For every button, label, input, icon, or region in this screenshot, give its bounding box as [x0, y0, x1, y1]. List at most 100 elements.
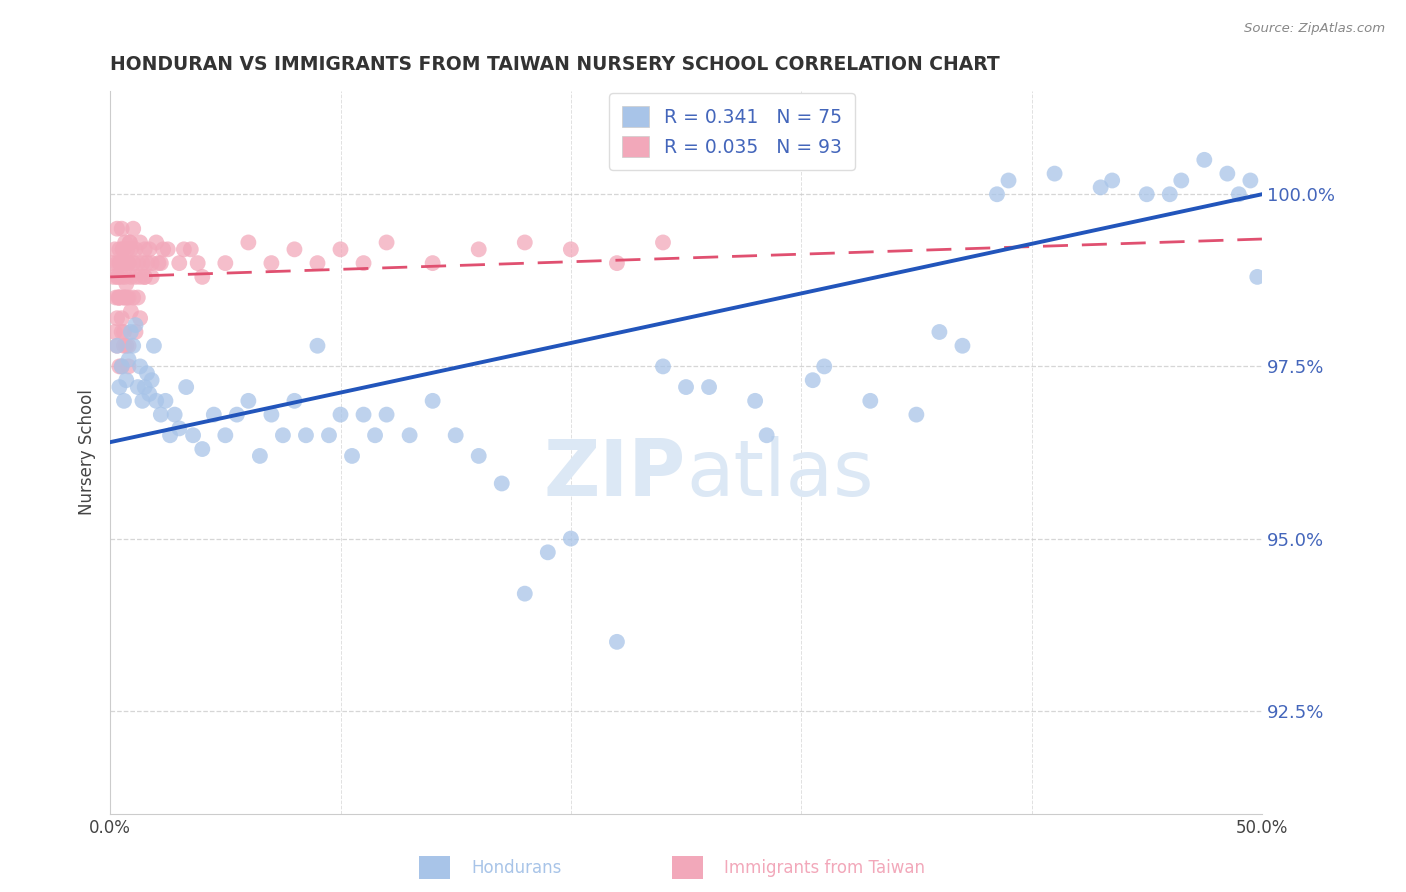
Point: [260, 408, 283, 422]
Point: [117, 359, 139, 374]
Point: [149, 256, 172, 270]
Point: [353, 256, 375, 270]
Point: [122, 221, 145, 235]
Point: [191, 269, 214, 284]
Point: [329, 408, 352, 422]
Text: Source: ZipAtlas.com: Source: ZipAtlas.com: [1244, 22, 1385, 36]
Point: [112, 291, 135, 305]
Point: [329, 243, 352, 257]
Point: [513, 587, 536, 601]
Point: [422, 256, 444, 270]
Point: [120, 243, 142, 257]
Point: [1194, 153, 1216, 167]
Point: [127, 291, 149, 305]
Point: [1170, 173, 1192, 187]
Point: [145, 393, 167, 408]
Point: [112, 256, 135, 270]
Point: [105, 311, 128, 326]
Point: [124, 269, 146, 284]
Point: [181, 428, 204, 442]
Point: [127, 380, 149, 394]
Point: [138, 243, 160, 257]
Point: [214, 256, 236, 270]
Point: [108, 291, 131, 305]
Point: [152, 243, 174, 257]
Point: [105, 339, 128, 353]
Point: [202, 408, 225, 422]
Point: [191, 442, 214, 456]
Point: [606, 256, 628, 270]
Point: [214, 428, 236, 442]
Point: [124, 318, 146, 332]
Legend: R = 0.341   N = 75, R = 0.035   N = 93: R = 0.341 N = 75, R = 0.035 N = 93: [609, 93, 855, 169]
Point: [375, 408, 398, 422]
Point: [801, 373, 824, 387]
Point: [159, 428, 181, 442]
Point: [124, 325, 146, 339]
Text: ZIP: ZIP: [544, 436, 686, 512]
Point: [108, 243, 131, 257]
Point: [295, 428, 318, 442]
Point: [813, 359, 835, 374]
Point: [114, 269, 136, 284]
Point: [107, 291, 129, 305]
Point: [115, 277, 138, 291]
Point: [112, 291, 135, 305]
Point: [108, 380, 131, 394]
Point: [120, 269, 142, 284]
Point: [131, 393, 153, 408]
Point: [307, 256, 329, 270]
Text: atlas: atlas: [686, 436, 873, 512]
Point: [111, 359, 134, 374]
Point: [1136, 187, 1159, 202]
Point: [260, 256, 283, 270]
Point: [129, 359, 152, 374]
Point: [283, 243, 305, 257]
Point: [134, 269, 156, 284]
Point: [129, 235, 152, 250]
Point: [755, 428, 778, 442]
Point: [136, 256, 159, 270]
Point: [1227, 187, 1250, 202]
Point: [1101, 173, 1123, 187]
Text: HONDURAN VS IMMIGRANTS FROM TAIWAN NURSERY SCHOOL CORRELATION CHART: HONDURAN VS IMMIGRANTS FROM TAIWAN NURSE…: [110, 55, 1000, 74]
Point: [364, 428, 387, 442]
Point: [111, 311, 134, 326]
Point: [353, 408, 375, 422]
Point: [117, 352, 139, 367]
Point: [167, 421, 190, 435]
Point: [122, 256, 145, 270]
Point: [110, 256, 132, 270]
Point: [560, 532, 582, 546]
Point: [122, 339, 145, 353]
Point: [1159, 187, 1181, 202]
Point: [107, 269, 129, 284]
Point: [141, 373, 163, 387]
Point: [104, 325, 127, 339]
Point: [115, 256, 138, 270]
Point: [744, 393, 766, 408]
Point: [129, 269, 152, 284]
Point: [104, 243, 127, 257]
Point: [180, 243, 202, 257]
Point: [117, 243, 139, 257]
Point: [141, 256, 163, 270]
Point: [117, 339, 139, 353]
Point: [117, 256, 139, 270]
Point: [134, 243, 156, 257]
Point: [111, 221, 134, 235]
Point: [225, 408, 247, 422]
Point: [141, 269, 163, 284]
Point: [1090, 180, 1112, 194]
Point: [114, 235, 136, 250]
Point: [142, 339, 165, 353]
Point: [340, 449, 363, 463]
Point: [118, 235, 141, 250]
Point: [115, 291, 138, 305]
Point: [513, 235, 536, 250]
Point: [606, 635, 628, 649]
Point: [444, 428, 467, 442]
Point: [560, 243, 582, 257]
Point: [174, 380, 197, 394]
Point: [928, 325, 950, 339]
